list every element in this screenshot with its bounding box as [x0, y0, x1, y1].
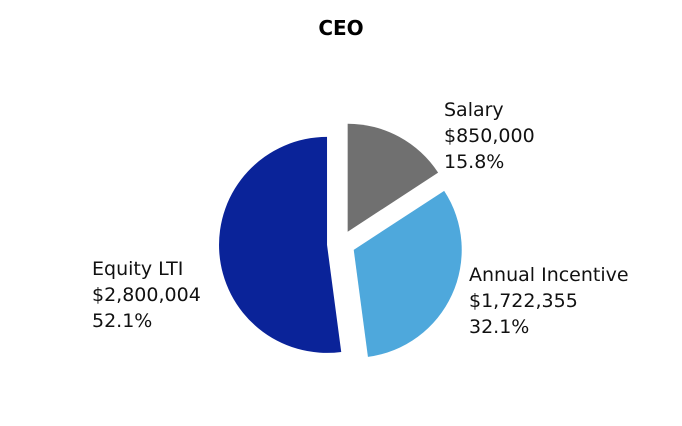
slice-label-percent: 52.1% [92, 310, 152, 332]
slice-label-name: Equity LTI [92, 258, 183, 280]
pie-slice-salary [347, 123, 439, 232]
slice-label-name: Annual Incentive [469, 264, 629, 286]
chart-title: CEO [318, 16, 363, 40]
slice-label-value: $850,000 [444, 125, 535, 147]
slice-labels: Salary $850,000 15.8% Annual Incentive $1,72… [92, 99, 629, 338]
slice-label-value: $1,722,355 [469, 290, 578, 312]
slice-label-percent: 15.8% [444, 151, 504, 173]
pie-slice-equity-lti [219, 136, 342, 353]
slice-label-value: $2,800,004 [92, 284, 201, 306]
pie-slices [219, 123, 462, 357]
slice-label-name: Salary [444, 99, 504, 121]
slice-label-percent: 32.1% [469, 316, 529, 338]
pie-slice-annual-incentive [353, 190, 462, 357]
